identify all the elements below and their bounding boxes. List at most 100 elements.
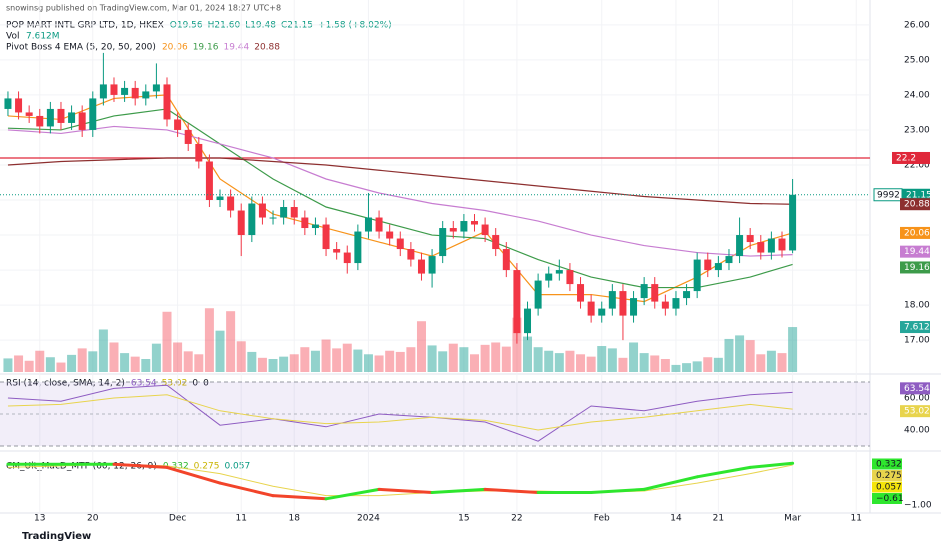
price-tag-label: 63.54 xyxy=(904,384,930,394)
candle-body xyxy=(280,207,288,218)
volume-bar xyxy=(374,355,384,372)
candle-body xyxy=(460,221,468,232)
price-tag-label: 19.16 xyxy=(904,263,930,273)
y-tick-label: 22.00 xyxy=(904,160,930,170)
volume-bar xyxy=(162,311,172,372)
candle-body xyxy=(131,87,139,99)
candle-body xyxy=(99,84,107,99)
macd-segment xyxy=(430,487,487,495)
price-tag-label: 7.612M xyxy=(904,323,938,333)
candle-body xyxy=(152,84,160,92)
header-value: 20.88 xyxy=(254,43,280,53)
ema-label: Pivot Boss 4 EMA (5, 20, 50, 200) xyxy=(6,43,156,53)
candle-body xyxy=(492,235,500,250)
macd-segment xyxy=(589,487,646,495)
candle-body xyxy=(704,259,712,271)
y-tick-label: 24.00 xyxy=(904,90,930,100)
volume-bar xyxy=(544,350,554,372)
candle-body xyxy=(789,194,797,251)
volume-bar xyxy=(533,347,543,372)
ema-line xyxy=(7,125,793,257)
macd-tag xyxy=(872,458,902,470)
macd-segment xyxy=(324,487,381,501)
volume-bar xyxy=(109,342,119,372)
volume-bar xyxy=(342,343,352,372)
price-tag xyxy=(892,151,930,164)
candle-body xyxy=(545,273,553,281)
volume-bar xyxy=(300,347,310,372)
price-tag xyxy=(900,261,930,274)
volume-bar xyxy=(35,350,45,372)
volume-bar xyxy=(459,347,469,372)
header-value: 0 xyxy=(203,379,209,389)
price-tag-label: 22.2 xyxy=(896,153,916,163)
published: snowinsg published on TradingView.com, M… xyxy=(6,4,281,13)
volume-bar xyxy=(268,359,278,372)
price-tag xyxy=(902,188,930,201)
candle-body xyxy=(672,298,680,309)
macd-tag-label: 0.057 xyxy=(876,483,902,493)
candle-body xyxy=(587,301,595,316)
volume-bar xyxy=(3,358,13,372)
candle-body xyxy=(142,91,150,99)
x-tick-label: 14 xyxy=(670,514,682,524)
candle-body xyxy=(619,291,627,316)
volume-bar xyxy=(395,351,405,372)
volume-bar xyxy=(194,354,204,372)
candle-body xyxy=(449,228,457,232)
candle-body xyxy=(184,129,192,144)
x-tick-label: 13 xyxy=(34,514,45,524)
price-tag xyxy=(900,198,930,211)
volume-bar xyxy=(56,362,66,372)
macd-tag-label: 0.332 xyxy=(876,460,902,470)
candle-body xyxy=(502,249,510,271)
header-value: 0.275 xyxy=(194,462,220,472)
x-tick-label: Mar xyxy=(784,514,801,524)
volume-bar xyxy=(650,355,660,372)
macd-segment xyxy=(165,465,222,485)
candle-body xyxy=(205,161,213,201)
x-tick-label: 11 xyxy=(850,514,861,524)
macd-segment xyxy=(483,487,540,495)
candle-body xyxy=(417,259,425,274)
volume-bar xyxy=(151,343,161,372)
header-value: 63.54 xyxy=(131,379,157,389)
candle-body xyxy=(598,308,606,316)
x-tick-label: 21 xyxy=(713,514,724,524)
candle-body xyxy=(661,301,669,309)
macd-segment xyxy=(748,461,795,469)
volume-bar xyxy=(788,327,798,372)
volume-bar xyxy=(173,342,183,372)
volume-bar xyxy=(766,350,776,372)
price-tag xyxy=(900,405,930,418)
header-value: +1.58 (+8.02%) xyxy=(318,21,392,31)
candle-body xyxy=(757,242,765,253)
candle-body xyxy=(683,291,691,299)
header-value: H21.60 xyxy=(208,21,241,31)
ema-line xyxy=(7,108,793,289)
volume-bar xyxy=(427,345,437,372)
x-tick-label: Feb xyxy=(594,514,610,524)
vol-label: Vol xyxy=(6,32,19,42)
candle-body xyxy=(640,284,648,299)
volume-bar xyxy=(756,354,766,372)
y-tick-label: 18.00 xyxy=(904,301,930,311)
candle-body xyxy=(110,84,118,95)
rsi-line xyxy=(7,384,793,442)
candle-body xyxy=(566,270,574,285)
candle-body xyxy=(46,108,54,127)
volume-bar xyxy=(215,330,225,372)
x-tick-label: 22 xyxy=(511,514,522,524)
candle-body xyxy=(608,291,616,309)
volume-bar xyxy=(24,360,34,372)
candle-body xyxy=(15,98,23,113)
candle-body xyxy=(121,87,129,95)
price-tag-label: 19.44 xyxy=(904,247,930,257)
x-tick-label: 20 xyxy=(87,514,99,524)
volume-bar xyxy=(438,351,448,372)
header-value: 53.02 xyxy=(162,379,188,389)
volume-bar xyxy=(332,348,342,372)
rsi-label: RSI (14, close, SMA, 14, 2) xyxy=(6,379,125,389)
header-value: 0 xyxy=(192,379,198,389)
